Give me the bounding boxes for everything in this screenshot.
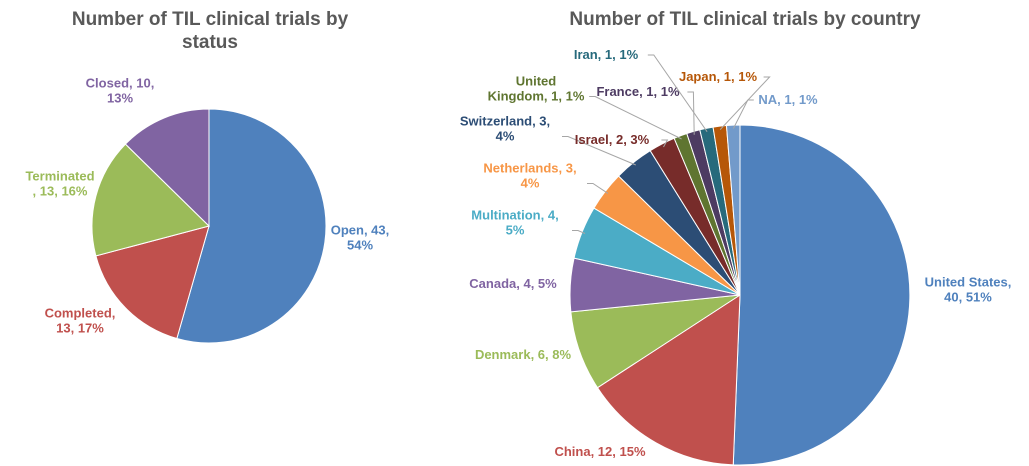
data-label-open: Open, 43, 54% bbox=[331, 223, 390, 253]
pie-slice-china bbox=[596, 294, 741, 466]
pie-slice-closed bbox=[124, 108, 210, 228]
data-label-iran: Iran, 1, 1% bbox=[574, 47, 639, 62]
pie-slice-na bbox=[725, 124, 741, 296]
data-label-united-states: United States, 40, 51% bbox=[925, 275, 1012, 305]
leader-line bbox=[562, 136, 636, 166]
data-label-israel: Israel, 2, 3% bbox=[575, 132, 650, 147]
leader-line bbox=[661, 139, 669, 148]
data-label-united-kingdom: United Kingdom, 1, 1% bbox=[488, 74, 585, 104]
leader-line bbox=[719, 76, 771, 130]
data-label-terminated: Terminated, 13, 16% bbox=[25, 169, 94, 199]
leader-line bbox=[587, 183, 609, 194]
pie-slice-terminated bbox=[91, 143, 210, 257]
status-pie: Open, 43, 54% Completed, 13, 17% Terminated,… bbox=[25, 76, 389, 344]
country-chart-title: Number of TIL clinical trials by country bbox=[569, 9, 921, 30]
leader-line bbox=[572, 230, 586, 234]
data-label-na: NA, 1, 1% bbox=[758, 92, 818, 107]
data-label-china: China, 12, 15% bbox=[554, 444, 645, 459]
pie-slice-united-states bbox=[732, 124, 911, 466]
leader-line bbox=[589, 96, 682, 140]
leader-line bbox=[647, 54, 708, 132]
leader-line bbox=[687, 91, 695, 135]
data-label-closed: Closed, 10, 13% bbox=[86, 76, 155, 106]
data-label-multination: Multination, 4, 5% bbox=[471, 208, 558, 238]
pie-slice-open bbox=[176, 108, 327, 344]
data-label-france: France, 1, 1% bbox=[596, 84, 680, 99]
data-label-canada: Canada, 4, 5% bbox=[469, 276, 557, 291]
pie-slice-completed bbox=[95, 225, 210, 340]
data-label-netherlands: Netherlands, 3, 4% bbox=[483, 161, 576, 191]
data-label-denmark: Denmark, 6, 8% bbox=[475, 347, 572, 362]
data-label-completed: Completed, 13, 17% bbox=[45, 306, 116, 336]
leader-line bbox=[732, 99, 754, 129]
country-pie: United States, 40, 51% China, 12, 15% Denma… bbox=[460, 47, 1012, 466]
data-label-switzerland: Switzerland, 3, 4% bbox=[460, 114, 550, 144]
data-label-japan: Japan, 1, 1% bbox=[679, 69, 757, 84]
status-chart-title: Number of TIL clinical trials by status bbox=[71, 9, 349, 53]
